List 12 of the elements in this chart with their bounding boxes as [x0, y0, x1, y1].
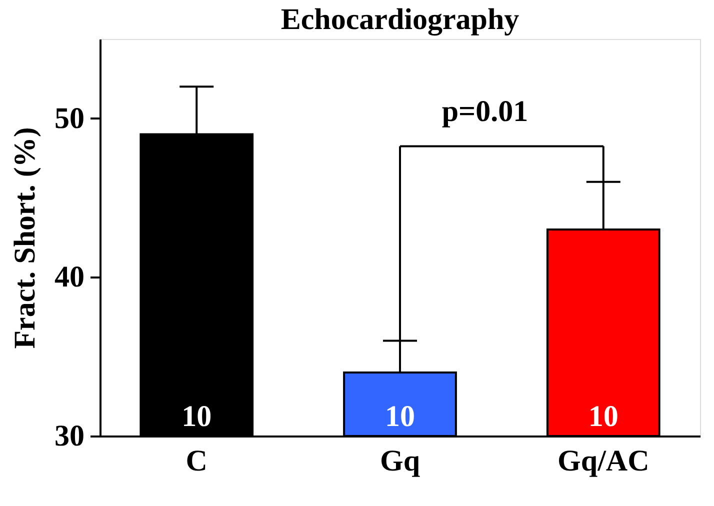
annotation: 10: [182, 400, 212, 433]
y-tick-label: 50: [54, 102, 84, 135]
chart-title: Echocardiography: [280, 3, 520, 36]
y-tick-label: 40: [54, 260, 84, 294]
annotation: p=0.01: [442, 95, 528, 128]
annotation: 10: [385, 400, 415, 433]
x-tick-label: Gq/AC: [558, 444, 650, 478]
annotation: 10: [588, 400, 618, 433]
y-axis-title: Fract. Short. (%): [8, 127, 42, 349]
x-tick-label: Gq: [380, 444, 420, 478]
y-tick-label: 30: [54, 420, 84, 452]
x-tick-label: C: [186, 444, 208, 478]
